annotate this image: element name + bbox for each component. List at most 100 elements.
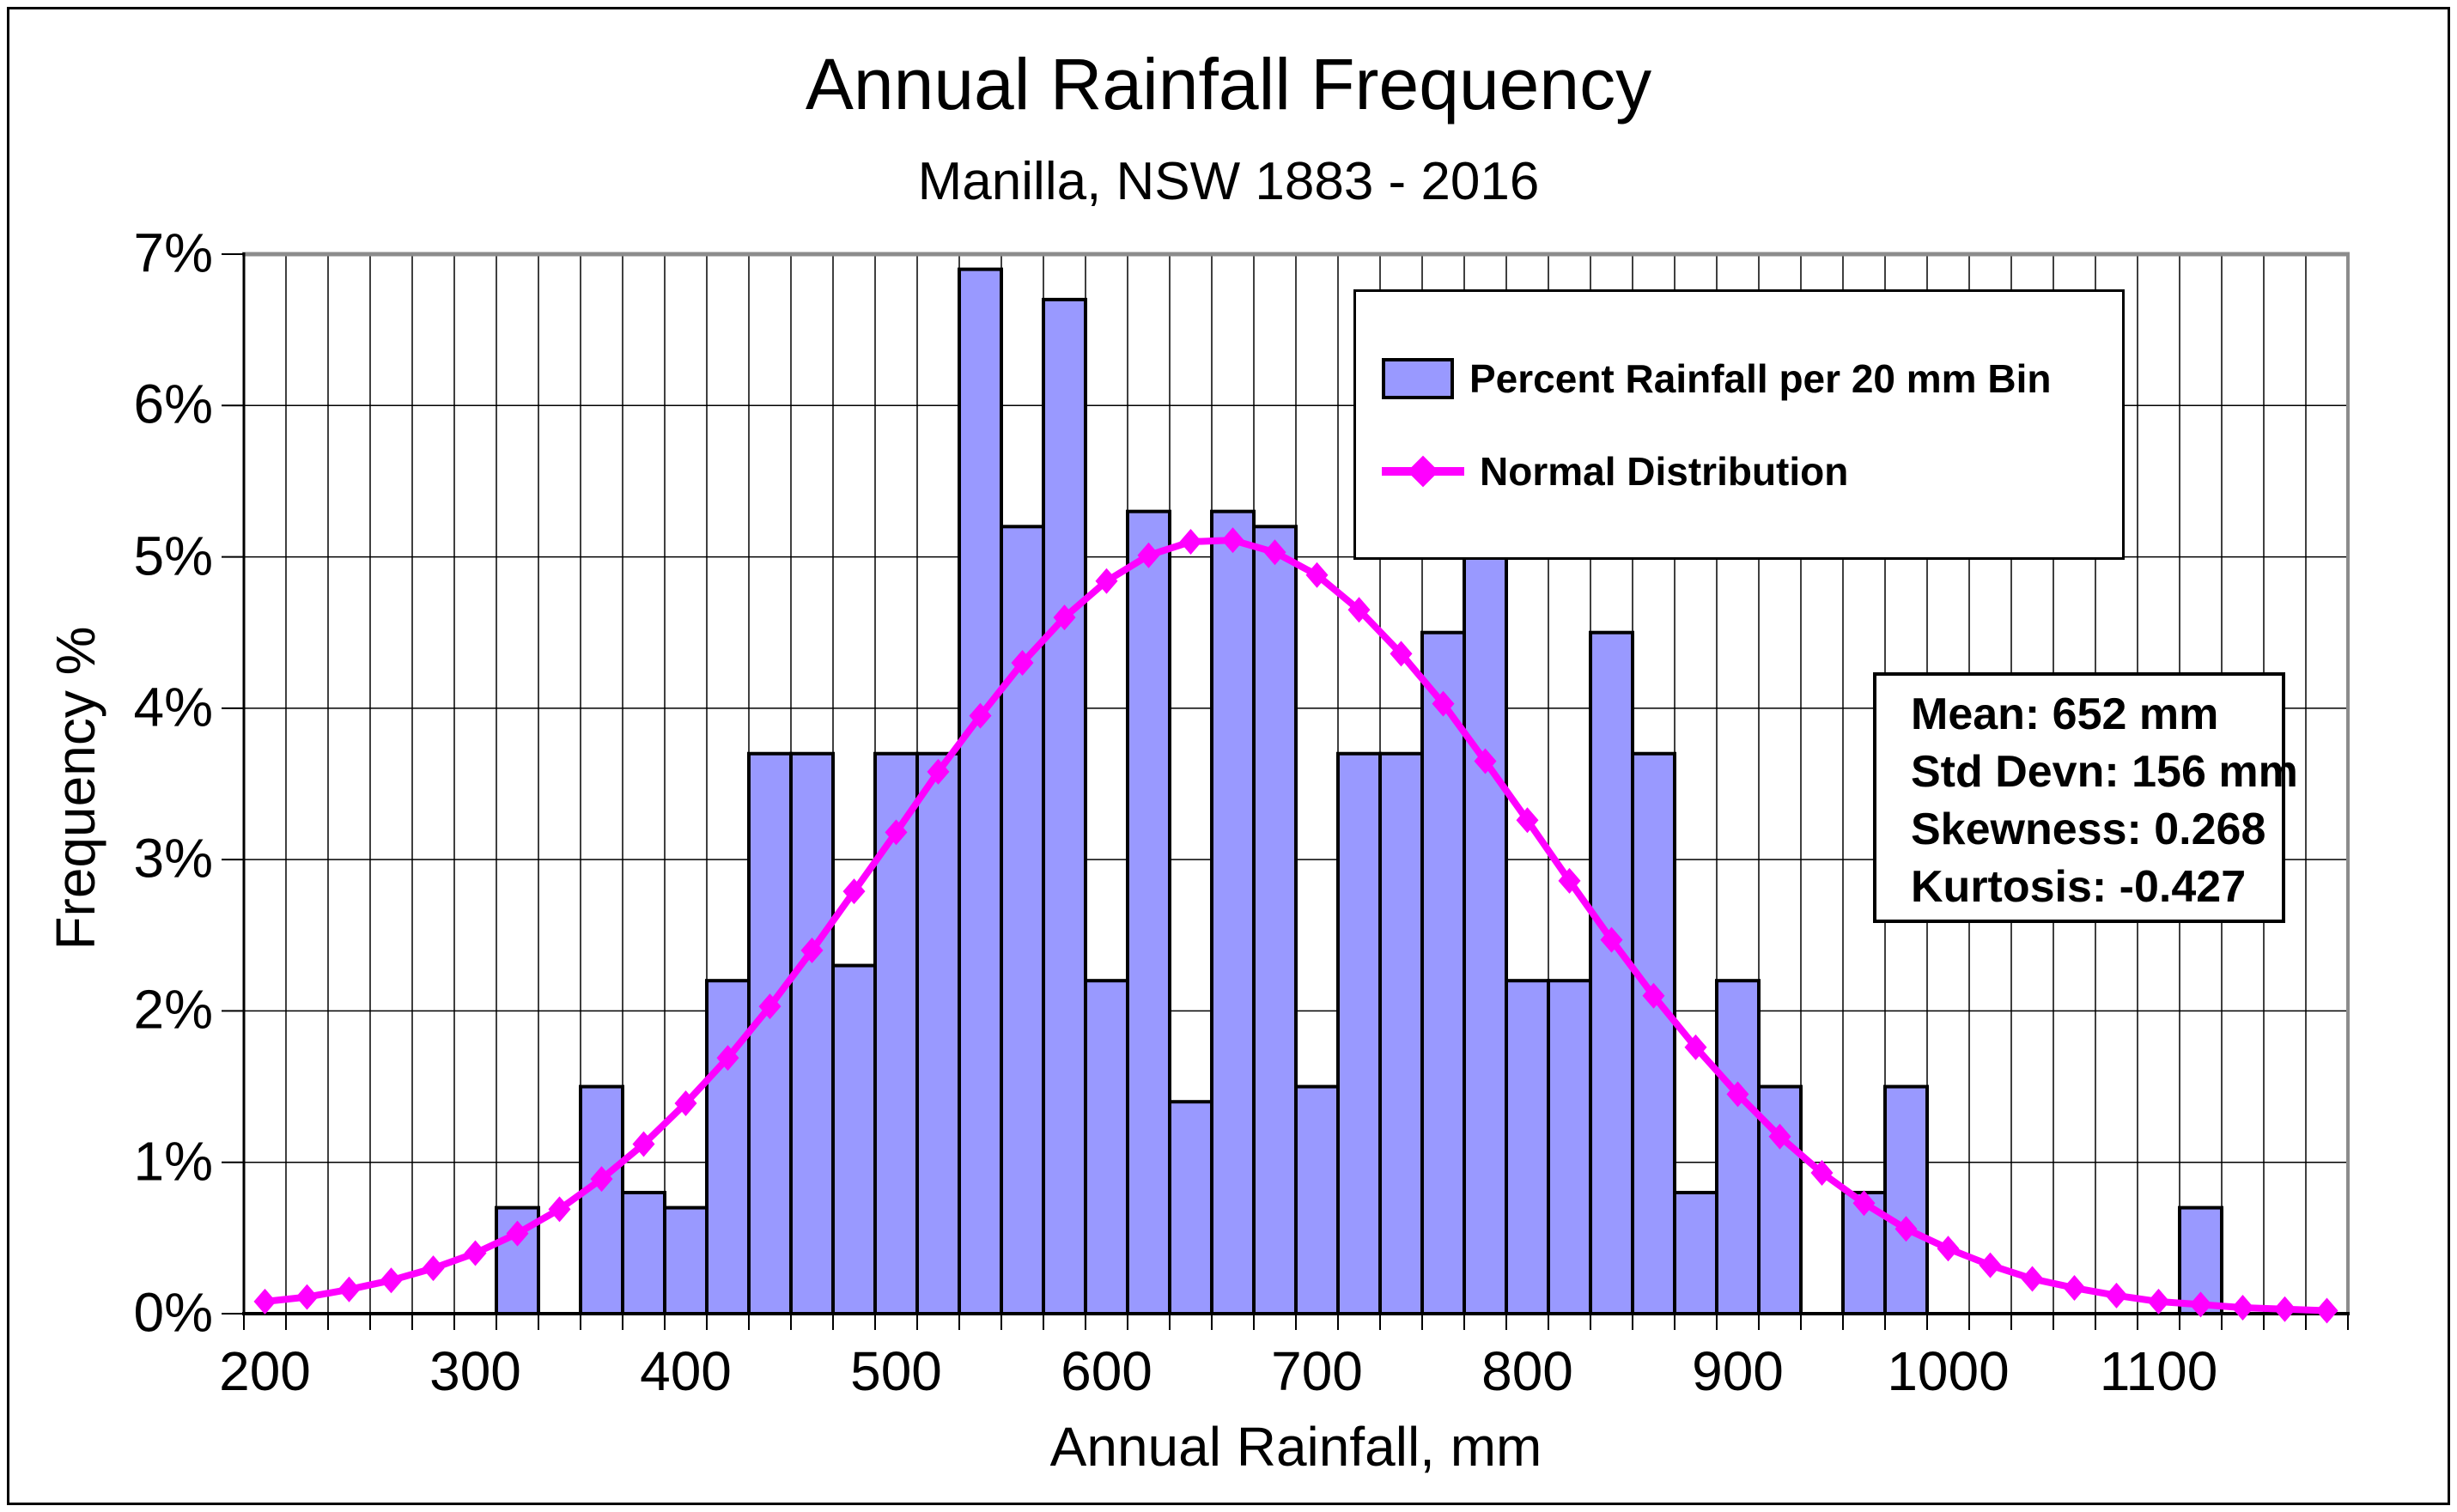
- diamond-marker-icon: [548, 1196, 571, 1223]
- histogram-bar: [1463, 509, 1508, 1315]
- diamond-marker-icon: [2189, 1291, 2212, 1318]
- diamond-marker-icon: [506, 1220, 529, 1247]
- diamond-marker-icon: [2021, 1266, 2044, 1292]
- x-tick-label: 700: [1271, 1340, 1363, 1402]
- diamond-marker-icon: [1221, 527, 1244, 554]
- diamond-marker-icon: [1894, 1216, 1918, 1242]
- histogram-bar: [1294, 1084, 1340, 1315]
- legend-item-normal: Normal Distribution: [1382, 447, 2122, 495]
- diamond-marker-icon: [800, 937, 824, 963]
- stat-mean: Mean: 652 mm: [1911, 689, 2219, 739]
- histogram-bar: [1042, 297, 1087, 1315]
- stat-skewness: Skewness: 0.268: [1911, 805, 2266, 854]
- diamond-marker-icon: [1407, 455, 1439, 487]
- diamond-marker-icon: [1053, 604, 1076, 631]
- diamond-marker-icon: [2273, 1296, 2296, 1322]
- diamond-marker-icon: [1390, 641, 1413, 667]
- diamond-marker-icon: [1937, 1236, 1960, 1262]
- x-tick-label: 500: [850, 1340, 942, 1402]
- diamond-marker-icon: [758, 993, 781, 1020]
- legend: Percent Rainfall per 20 mm Bin Normal Di…: [1353, 289, 2125, 560]
- chart-title: Annual Rainfall Frequency: [805, 44, 1652, 124]
- legend-label-bars: Percent Rainfall per 20 mm Bin: [1469, 355, 2052, 401]
- diamond-marker-icon: [2105, 1282, 2128, 1309]
- x-tick-label: 600: [1061, 1340, 1152, 1402]
- diamond-marker-icon: [590, 1166, 613, 1193]
- diamond-marker-icon: [2147, 1288, 2170, 1315]
- x-tick-label: 1100: [2099, 1340, 2218, 1402]
- line-diamond-swatch-icon: [1382, 455, 1464, 487]
- histogram-bar: [621, 1190, 666, 1315]
- diamond-marker-icon: [632, 1131, 655, 1157]
- stats-box: Mean: 652 mm Std Devn: 156 mm Skewness: …: [1873, 672, 2298, 923]
- histogram-bar: [1210, 509, 1256, 1315]
- diamond-marker-icon: [295, 1284, 319, 1310]
- diamond-marker-icon: [1179, 528, 1202, 555]
- histogram-bar: [747, 751, 793, 1315]
- histogram-bar: [1883, 1084, 1929, 1315]
- diamond-marker-icon: [1768, 1123, 1791, 1150]
- diamond-marker-icon: [1347, 597, 1371, 623]
- diamond-marker-icon: [253, 1288, 277, 1315]
- diamond-marker-icon: [380, 1267, 403, 1294]
- x-axis-title: Annual Rainfall, mm: [1049, 1416, 1542, 1478]
- histogram-bar: [1168, 1100, 1213, 1315]
- diamond-marker-icon: [338, 1276, 361, 1303]
- diamond-marker-icon: [1095, 568, 1118, 594]
- diamond-marker-icon: [2063, 1275, 2086, 1302]
- legend-item-bars: Percent Rainfall per 20 mm Bin: [1382, 355, 2122, 403]
- histogram-bar: [705, 979, 751, 1315]
- histogram-bar: [1420, 630, 1466, 1315]
- x-tick-label: 900: [1692, 1340, 1784, 1402]
- histogram-bar: [1336, 751, 1382, 1315]
- diamond-marker-icon: [927, 758, 950, 785]
- diamond-marker-icon: [1810, 1160, 1834, 1187]
- legend-label-normal: Normal Distribution: [1480, 448, 1849, 494]
- diamond-marker-icon: [1852, 1190, 1876, 1217]
- diamond-marker-icon: [885, 819, 908, 846]
- diamond-marker-icon: [1305, 562, 1329, 588]
- diamond-marker-icon: [1263, 539, 1286, 566]
- y-tick-label: 4%: [133, 676, 214, 738]
- x-tick-label: 400: [640, 1340, 732, 1402]
- y-tick-label: 5%: [133, 525, 214, 587]
- x-tick-label: 300: [429, 1340, 521, 1402]
- diamond-marker-icon: [1011, 649, 1034, 676]
- histogram-bar: [831, 963, 877, 1315]
- histogram-bar: [1715, 979, 1761, 1315]
- diamond-marker-icon: [1137, 542, 1160, 568]
- diamond-marker-icon: [1684, 1034, 1707, 1060]
- diamond-marker-icon: [1516, 807, 1539, 834]
- histogram-bar: [1547, 979, 1592, 1315]
- histogram-bar: [1252, 525, 1298, 1315]
- diamond-marker-icon: [422, 1255, 445, 1282]
- x-tick-label: 800: [1481, 1340, 1573, 1402]
- stat-std-devn: Std Devn: 156 mm: [1911, 747, 2298, 797]
- histogram-bar: [958, 267, 1003, 1316]
- x-tick-label: 200: [219, 1340, 311, 1402]
- y-tick-label: 0%: [133, 1281, 214, 1344]
- diamond-marker-icon: [1600, 926, 1623, 953]
- histogram-bar: [663, 1205, 709, 1315]
- histogram-bar: [1378, 751, 1424, 1315]
- diamond-marker-icon: [969, 702, 992, 729]
- histogram-bar: [1673, 1190, 1718, 1315]
- y-axis-title: Frequency %: [45, 626, 106, 950]
- diamond-marker-icon: [842, 878, 866, 905]
- histogram-bar: [579, 1084, 624, 1315]
- histogram-bar: [1084, 979, 1129, 1315]
- histogram-bar: [915, 751, 961, 1315]
- chart-subtitle: Manilla, NSW 1883 - 2016: [917, 152, 1540, 211]
- stat-kurtosis: Kurtosis: -0.427: [1911, 862, 2247, 912]
- y-tick-label: 3%: [133, 827, 214, 890]
- y-tick-label: 2%: [133, 978, 214, 1041]
- y-tick-label: 7%: [133, 222, 214, 284]
- diamond-marker-icon: [464, 1240, 487, 1266]
- diamond-marker-icon: [1642, 982, 1665, 1009]
- y-tick-label: 1%: [133, 1130, 214, 1193]
- diamond-marker-icon: [1558, 867, 1581, 894]
- histogram-bar: [1126, 509, 1171, 1315]
- x-tick-label: 1000: [1887, 1340, 2010, 1402]
